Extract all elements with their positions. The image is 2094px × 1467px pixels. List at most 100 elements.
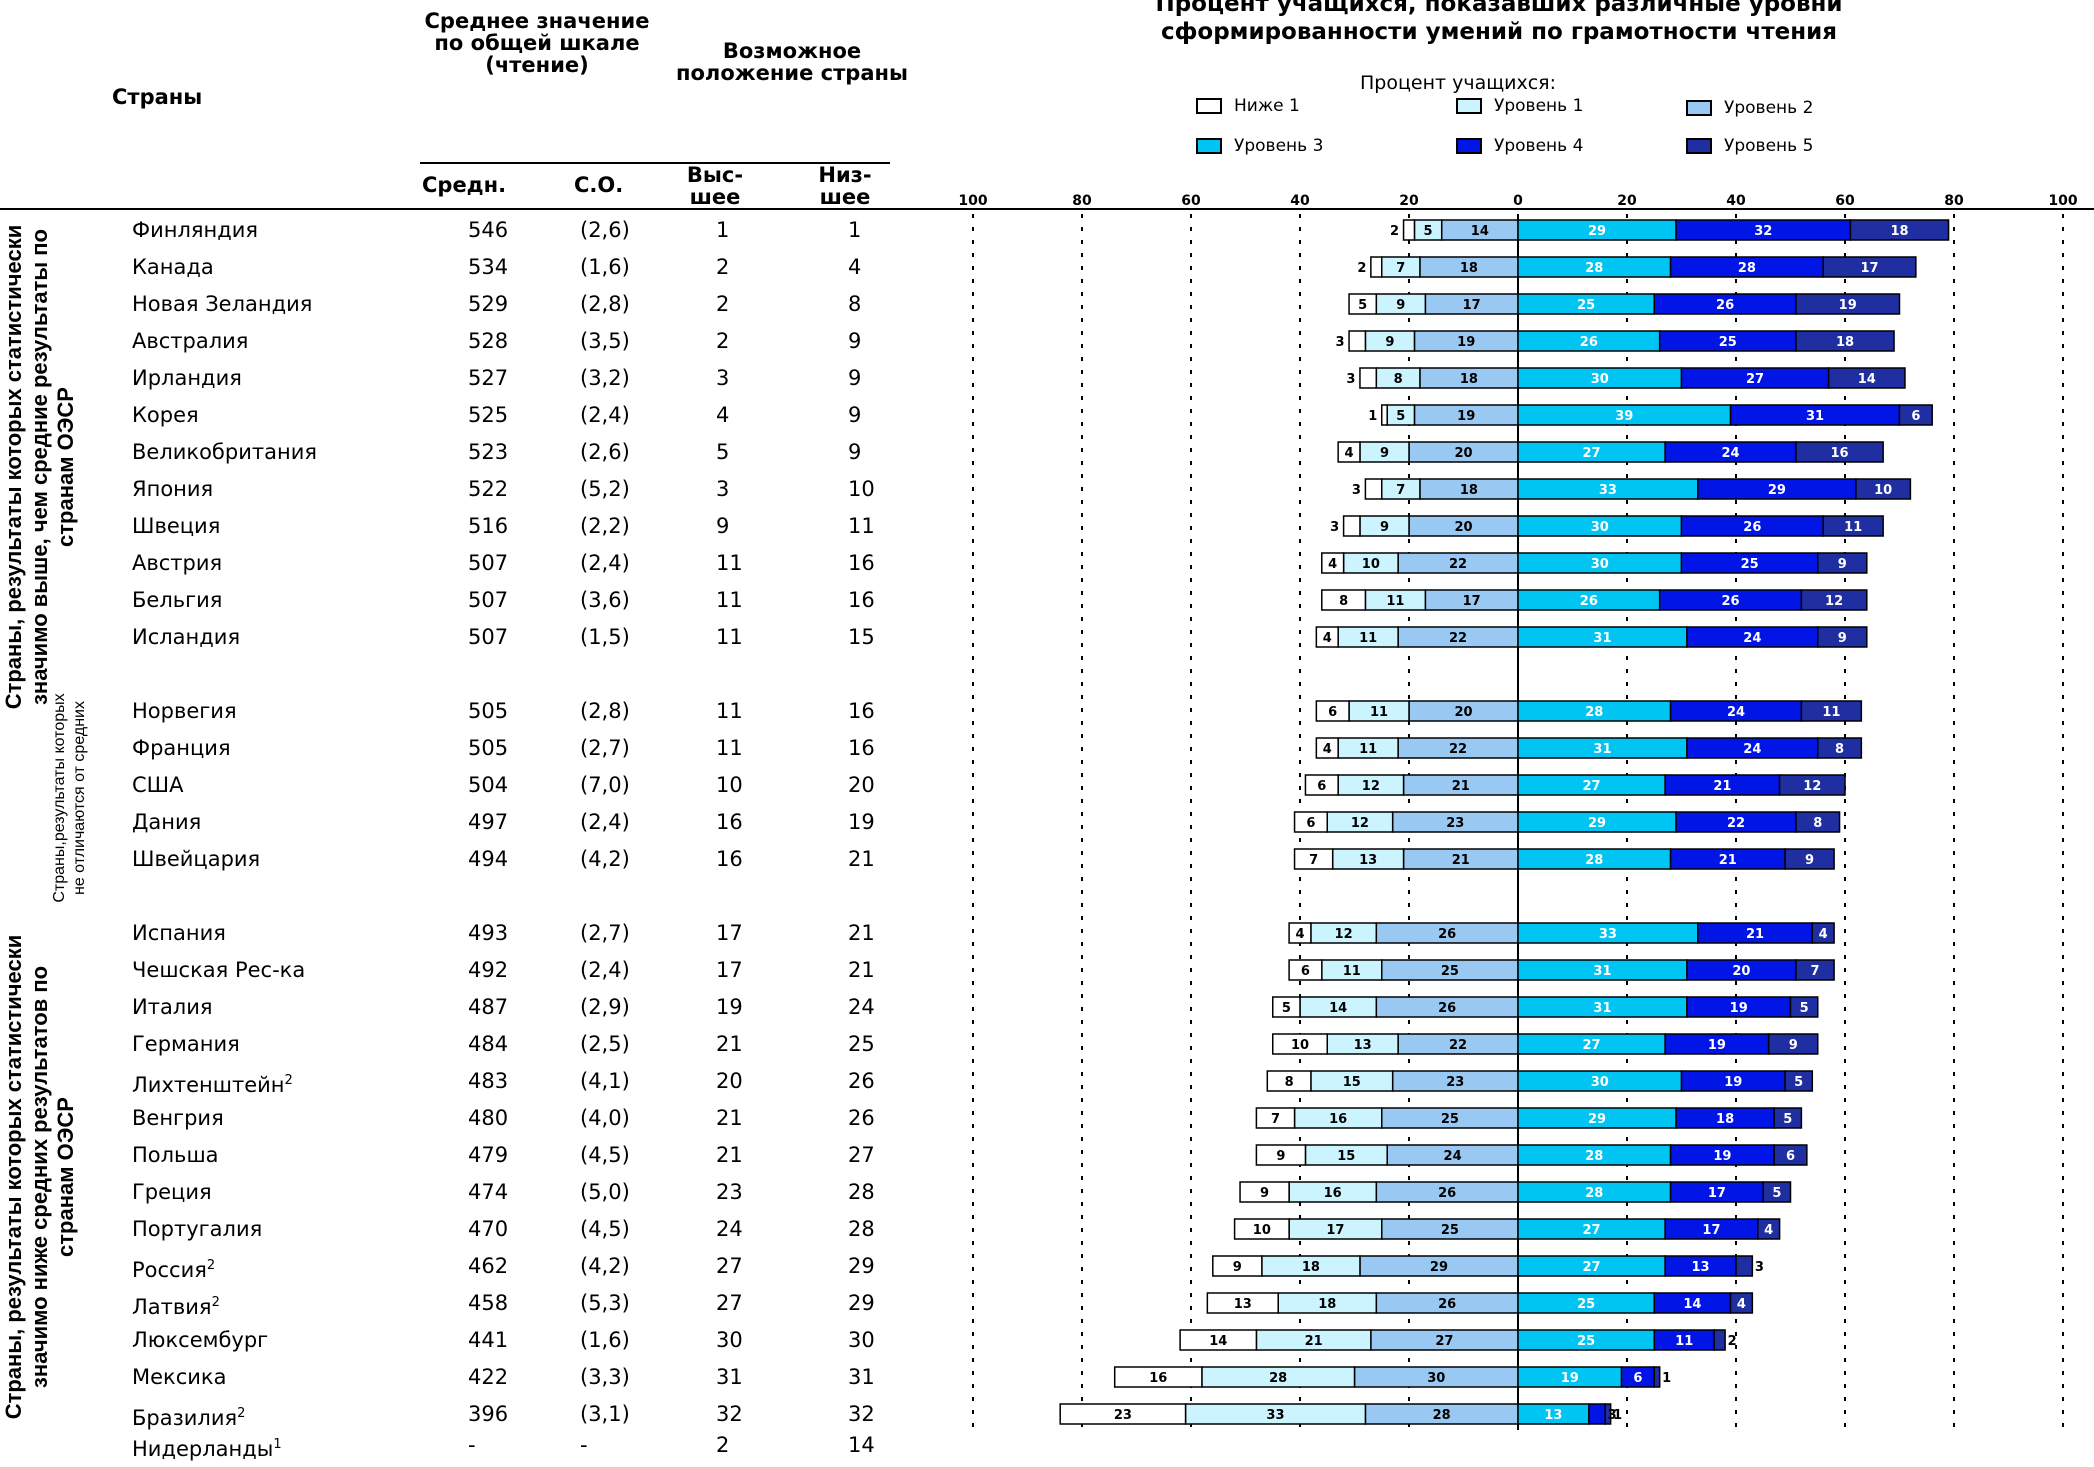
standard-error: (2,6) bbox=[580, 218, 630, 242]
footnote-marker: 2 bbox=[284, 1073, 293, 1088]
rank-low: 24 bbox=[848, 995, 875, 1019]
bar-segment bbox=[1795, 330, 1895, 352]
bar-value-label: 19 bbox=[1730, 1001, 1748, 1016]
country-name: Ирландия bbox=[132, 366, 242, 390]
bar-value-label: 18 bbox=[1302, 1260, 1320, 1275]
bar-value-label: 24 bbox=[1444, 1149, 1462, 1164]
rank-low: 26 bbox=[848, 1069, 875, 1093]
rank-low: 1 bbox=[848, 218, 862, 242]
bar-value-label: 27 bbox=[1746, 372, 1764, 387]
bar-value-label: 15 bbox=[1343, 1075, 1361, 1090]
header-rule bbox=[420, 162, 890, 164]
mean-header: Средн. bbox=[422, 173, 507, 197]
mean-score: 527 bbox=[468, 366, 509, 390]
bar-segment bbox=[1735, 1255, 1754, 1277]
bar-value-label: 2 bbox=[1390, 224, 1399, 239]
bar-segment bbox=[1255, 1107, 1296, 1129]
bar-value-label: 7 bbox=[1271, 1112, 1280, 1127]
bar-value-label: 6 bbox=[1328, 705, 1337, 720]
bar-value-label: 12 bbox=[1351, 816, 1369, 831]
bar-value-label: 7 bbox=[1309, 853, 1318, 868]
country-name: Люксембург bbox=[132, 1328, 269, 1352]
footnote-marker: 2 bbox=[206, 1258, 216, 1273]
rank-low: 9 bbox=[848, 329, 862, 353]
bar-value-label: 5 bbox=[1358, 298, 1367, 313]
bar-value-label: 28 bbox=[1585, 1186, 1603, 1201]
rank-low: 19 bbox=[848, 810, 875, 834]
bar-value-label: 29 bbox=[1588, 224, 1606, 239]
footnote-marker: 1 bbox=[273, 1437, 282, 1452]
bar-value-label: 24 bbox=[1743, 742, 1761, 757]
bar-value-label: 17 bbox=[1702, 1223, 1720, 1238]
rank-low: 28 bbox=[848, 1180, 875, 1204]
bar-segment bbox=[1795, 811, 1841, 833]
bar-value-label: 3 bbox=[1336, 335, 1345, 350]
rank-low: 21 bbox=[848, 847, 875, 871]
bar-value-label: 33 bbox=[1266, 1408, 1284, 1423]
table-row: Лихтенштейн2 483 (4,1) 20 26 bbox=[0, 1063, 900, 1099]
table-row: Норвегия 505 (2,8) 11 16 bbox=[0, 693, 900, 729]
table-row: Бразилия2 396 (3,1) 32 32 bbox=[0, 1396, 900, 1432]
rank-high: 2 bbox=[716, 292, 730, 316]
legend-title: Процент учащихся: bbox=[1360, 72, 1557, 94]
table-row: Исландия 507 (1,5) 11 15 bbox=[0, 619, 900, 655]
table-row: Бельгия 507 (3,6) 11 16 bbox=[0, 582, 900, 618]
bar-segment bbox=[1795, 441, 1884, 463]
table-row: Мексика 422 (3,3) 31 31 bbox=[0, 1359, 900, 1395]
bar-value-label: 25 bbox=[1577, 298, 1595, 313]
bar-value-label: 23 bbox=[1446, 1075, 1464, 1090]
bar-segment bbox=[1767, 1033, 1819, 1055]
mean-score: 507 bbox=[468, 625, 509, 649]
legend-swatch bbox=[1196, 138, 1222, 154]
bar-value-label: 26 bbox=[1580, 335, 1598, 350]
bar-value-label: 32 bbox=[1754, 224, 1772, 239]
table-row: Италия 487 (2,9) 19 24 bbox=[0, 989, 900, 1025]
x-tick-label: 80 bbox=[1944, 193, 1964, 209]
bar-value-label: 1 bbox=[1662, 1371, 1671, 1386]
standard-error: (2,6) bbox=[580, 440, 630, 464]
country-name: Исландия bbox=[132, 625, 241, 649]
bar-segment bbox=[1381, 404, 1388, 426]
table-row: Финляндия 546 (2,6) 1 1 bbox=[0, 212, 900, 248]
bar-segment bbox=[1778, 774, 1846, 796]
bar-segment bbox=[1762, 1181, 1792, 1203]
bar-value-label: 9 bbox=[1380, 446, 1389, 461]
bar-segment bbox=[1757, 1218, 1781, 1240]
bar-value-label: 10 bbox=[1253, 1223, 1271, 1238]
bar-value-label: 18 bbox=[1460, 483, 1478, 498]
bar-value-label: 5 bbox=[1282, 1001, 1291, 1016]
bar-value-label: 14 bbox=[1329, 1001, 1347, 1016]
bar-segment bbox=[1266, 1070, 1312, 1092]
table-row: Чешская Рес-ка 492 (2,4) 17 21 bbox=[0, 952, 900, 988]
bar-value-label: 10 bbox=[1362, 557, 1380, 572]
rank-low: 9 bbox=[848, 366, 862, 390]
country-name: Бразилия2 bbox=[132, 1406, 246, 1430]
bar-value-label: 27 bbox=[1583, 1260, 1601, 1275]
bar-value-label: 25 bbox=[1441, 964, 1459, 979]
mean-score: 441 bbox=[468, 1328, 509, 1352]
bar-value-label: 17 bbox=[1463, 298, 1481, 313]
legend-swatch bbox=[1196, 98, 1222, 114]
bar-segment bbox=[1817, 552, 1868, 574]
bar-segment bbox=[1272, 1033, 1328, 1055]
bar-value-label: 19 bbox=[1713, 1149, 1731, 1164]
bar-value-label: 17 bbox=[1708, 1186, 1726, 1201]
bar-value-label: 20 bbox=[1454, 446, 1472, 461]
bar-value-label: 16 bbox=[1329, 1112, 1347, 1127]
rank-low: 29 bbox=[848, 1291, 875, 1315]
low-rank-header: Низ-шее bbox=[818, 163, 872, 209]
bar-value-label: 29 bbox=[1768, 483, 1786, 498]
mean-score: 523 bbox=[468, 440, 509, 464]
country-name: Венгрия bbox=[132, 1106, 224, 1130]
bar-value-label: 22 bbox=[1449, 557, 1467, 572]
bar-segment bbox=[1800, 589, 1868, 611]
bar-value-label: 30 bbox=[1591, 372, 1609, 387]
bar-value-label: 16 bbox=[1149, 1371, 1167, 1386]
rank-high: 31 bbox=[716, 1365, 743, 1389]
rank-low: 30 bbox=[848, 1328, 875, 1352]
bar-value-label: 18 bbox=[1460, 372, 1478, 387]
country-name: Норвегия bbox=[132, 699, 237, 723]
bar-value-label: 19 bbox=[1839, 298, 1857, 313]
rank-low: 27 bbox=[848, 1143, 875, 1167]
bar-value-label: 1 bbox=[1368, 409, 1377, 424]
